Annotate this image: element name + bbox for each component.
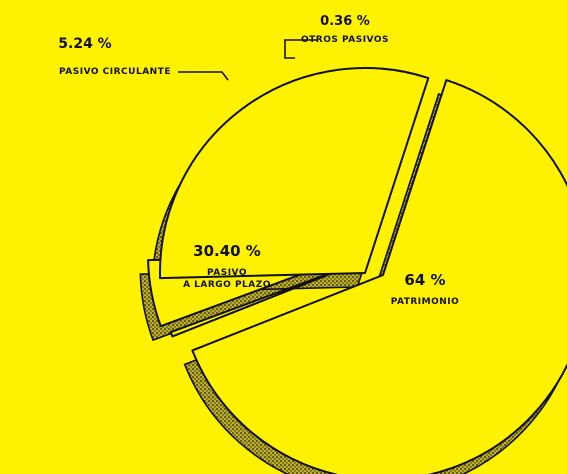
slice-otros bbox=[169, 260, 364, 338]
slice-name-otros: OTROS PASIVOS bbox=[301, 35, 389, 45]
data-label-otros: 0.36 % bbox=[320, 14, 370, 29]
data-label-largo: 30.40 % bbox=[193, 242, 261, 260]
slice-name-largo-2: A LARGO PLAZO bbox=[183, 280, 271, 290]
leader-line-otros bbox=[284, 39, 318, 59]
slice-largo bbox=[159, 67, 430, 280]
slice-labels: 64 % PATRIMONIO 0.36 % OTROS PASIVOS 5.24 % P… bbox=[58, 14, 459, 307]
leader-line-circulante bbox=[178, 71, 229, 81]
slice-patrimonio bbox=[191, 79, 567, 474]
slice-name-circulante: PASIVO CIRCULANTE bbox=[59, 67, 171, 77]
pie-slices bbox=[147, 67, 567, 474]
slice-name-patrimonio: PATRIMONIO bbox=[391, 297, 460, 307]
data-label-circulante: 5.24 % bbox=[58, 36, 111, 52]
leader-lines bbox=[178, 39, 318, 81]
slice-name-largo-1: PASIVO bbox=[207, 268, 247, 278]
data-label-patrimonio: 64 % bbox=[404, 271, 445, 289]
